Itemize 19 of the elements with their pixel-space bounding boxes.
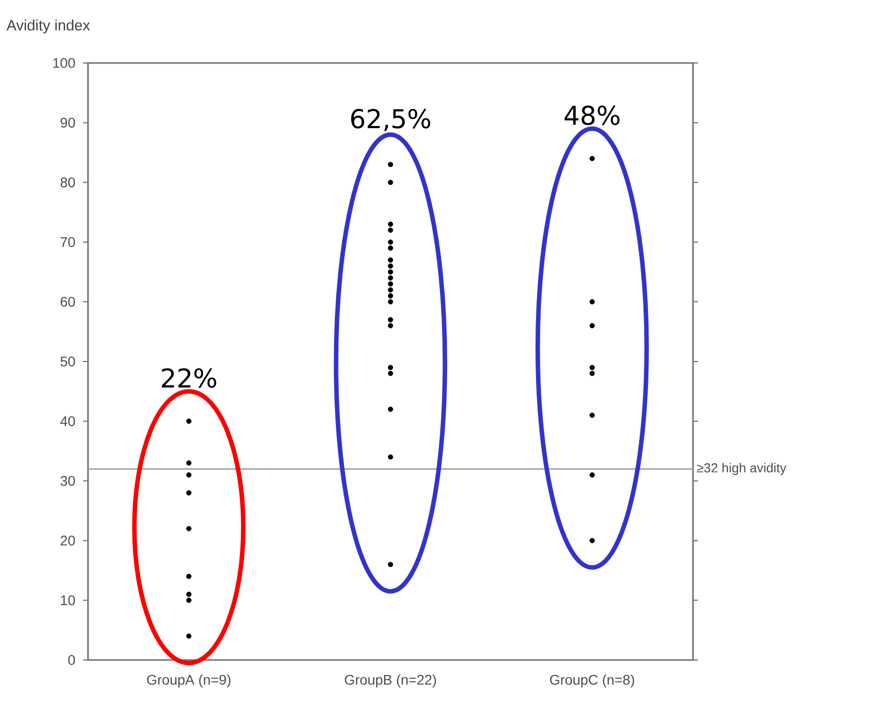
ref-line-label: ≥32 high avidity xyxy=(696,462,786,475)
y-tick-label: 60 xyxy=(60,296,75,307)
y-tick-label: 30 xyxy=(60,476,75,486)
x-tick-label: GroupC (n=8) xyxy=(550,674,634,688)
x-tick-label: GroupA (n=9) xyxy=(147,674,230,688)
y-axis-title: Avidity index xyxy=(6,20,90,34)
y-tick-label: 0 xyxy=(68,655,75,665)
y-tick-label: 80 xyxy=(60,177,75,188)
x-tick-label: GroupB (n=22) xyxy=(344,674,436,688)
y-tick-label: 10 xyxy=(61,595,75,606)
y-tick-label: 90 xyxy=(60,118,75,128)
y-tick-label: 40 xyxy=(60,416,75,426)
annotation: 62,5% xyxy=(351,108,430,132)
annotation: 48% xyxy=(564,106,620,126)
y-tick-label: 100 xyxy=(53,58,75,68)
y-tick-label: 20 xyxy=(60,536,75,546)
annotation: 22% xyxy=(162,368,216,388)
y-tick-label: 70 xyxy=(60,237,75,248)
y-tick-label: 50 xyxy=(60,356,75,366)
